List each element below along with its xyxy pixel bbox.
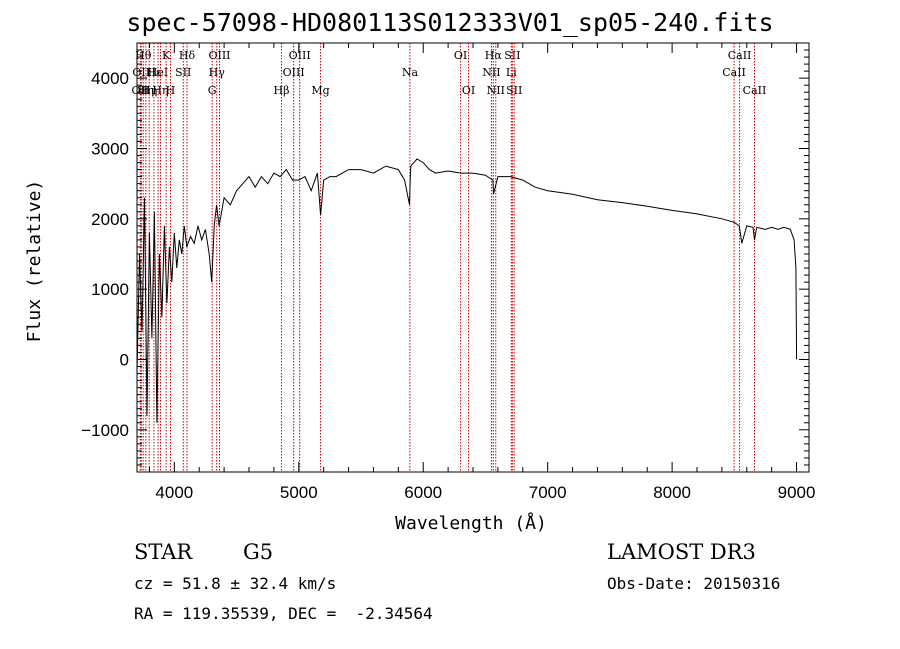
line-marker-label: Hη: [141, 84, 157, 97]
axis-ticks: 4000 5000 6000 7000 8000 9000 −1000 0 1000 2000 30…: [81, 42, 816, 502]
line-marker-label: NII: [482, 66, 500, 79]
x-tick-label: 8000: [653, 483, 691, 502]
y-tick-label: 0: [120, 350, 129, 369]
line-marker-label: Na: [402, 66, 419, 79]
x-tick-label: 7000: [529, 483, 567, 502]
y-tick-label: 4000: [91, 69, 129, 88]
line-marker-label: Hβ: [274, 84, 290, 97]
coordinates: RA = 119.35539, DEC = -2.34564: [134, 604, 433, 623]
x-tick-label: 5000: [280, 483, 318, 502]
line-marker-label: Hε: [146, 66, 162, 79]
obs-date: Obs-Date: 20150316: [607, 574, 781, 593]
plot-frame: [136, 42, 810, 473]
line-marker-label: CaII: [728, 49, 752, 62]
x-axis-label: Wavelength (Å): [395, 512, 547, 534]
line-marker-label: Hδ: [179, 49, 196, 62]
y-tick-label: 2000: [91, 210, 129, 229]
line-marker-label: CaII: [743, 84, 767, 97]
redshift-cz: cz = 51.8 ± 32.4 km/s: [134, 574, 337, 593]
line-marker-label: H: [166, 84, 176, 97]
survey-name: LAMOST DR3: [607, 540, 756, 564]
object-class: STAR: [134, 540, 193, 564]
line-marker-label: CaII: [722, 66, 746, 79]
line-marker-label: NII: [487, 84, 505, 97]
line-markers: OIIOIIHθHηHηHεHeIHηKHSIIHδGHγOIIIHβOIIIO…: [132, 43, 767, 472]
x-tick-label: 4000: [155, 483, 193, 502]
line-marker-label: OIII: [208, 49, 230, 62]
line-marker-label: Hη: [138, 84, 154, 97]
y-tick-label: 3000: [91, 139, 129, 158]
line-marker-label: SII: [506, 84, 522, 97]
chart-title: spec-57098-HD080113S012333V01_sp05-240.f…: [126, 8, 774, 37]
line-marker-label: Hα: [485, 49, 503, 62]
line-marker-label: SII: [504, 49, 520, 62]
line-marker-label: Hγ: [209, 66, 226, 79]
line-marker-label: OI: [462, 84, 475, 97]
y-tick-label: −1000: [81, 421, 129, 440]
line-marker-label: SII: [175, 66, 191, 79]
y-axis-label: Flux (relative): [24, 180, 45, 343]
x-tick-label: 6000: [404, 483, 442, 502]
line-marker-label: OII: [132, 84, 150, 97]
line-marker-label: OI: [454, 49, 467, 62]
line-marker-label: Hη: [152, 84, 168, 97]
y-tick-label: 1000: [91, 280, 129, 299]
line-marker-label: OIII: [289, 49, 311, 62]
line-marker-label: Mg: [311, 84, 329, 97]
line-marker-label: Li: [506, 66, 517, 79]
x-tick-label: 9000: [778, 483, 816, 502]
line-marker-label: G: [208, 84, 217, 97]
line-marker-label: HeI: [148, 66, 168, 79]
subclass: G5: [243, 540, 274, 564]
line-marker-label: OIII: [283, 66, 305, 79]
line-marker-label: K: [162, 49, 171, 62]
plot-border: [136, 42, 810, 473]
line-marker-label: Hθ: [135, 49, 152, 62]
spectrum-line: [136, 158, 798, 423]
